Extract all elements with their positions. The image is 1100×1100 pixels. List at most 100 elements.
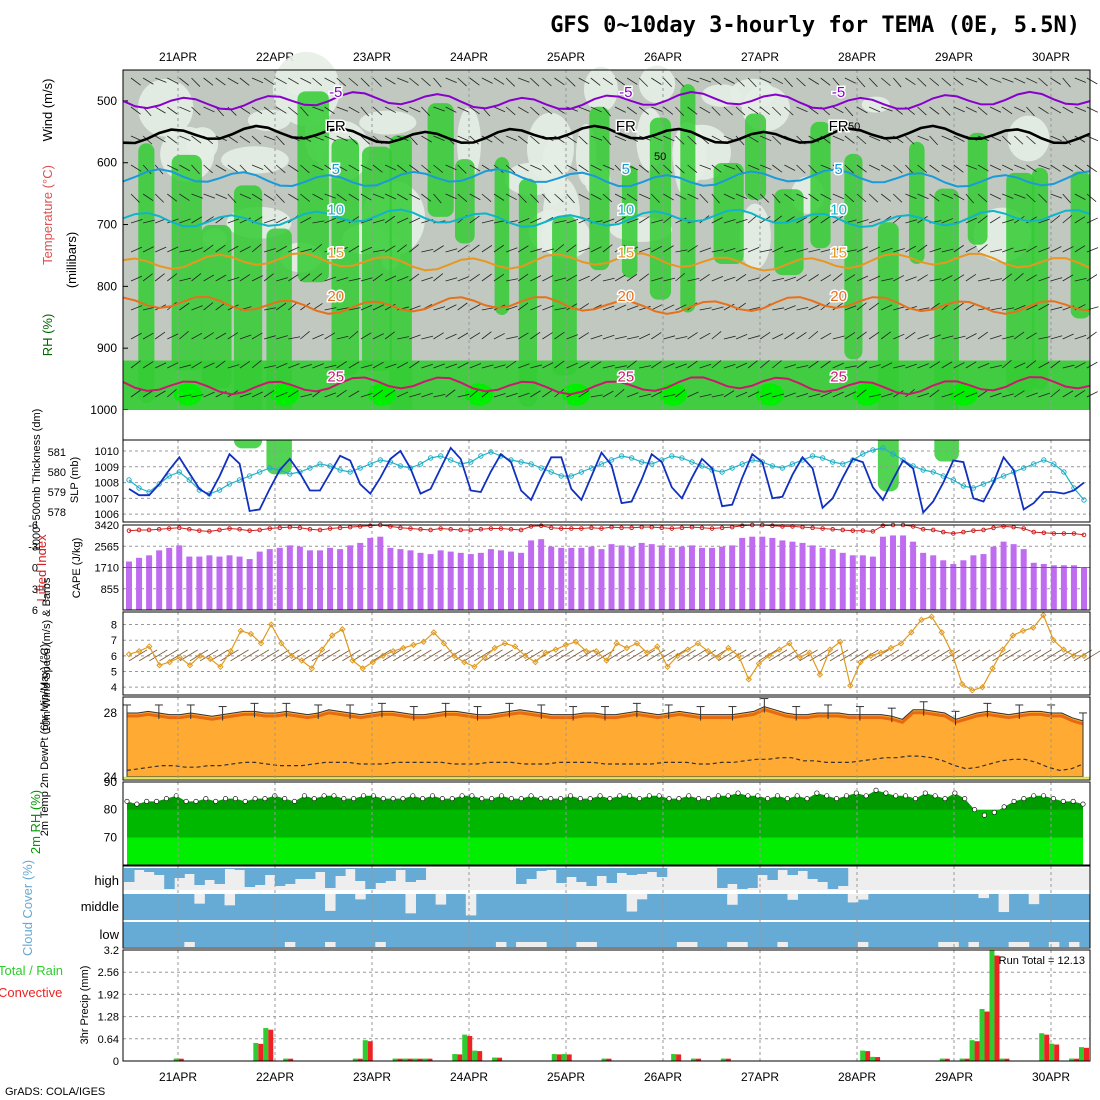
wind-barb [324,77,336,84]
wind-barb [868,106,881,113]
wind-barb [1014,272,1024,282]
wind-speed-point [491,644,498,652]
precip-rain-bar [1079,1047,1084,1061]
wind-barb [850,649,869,662]
wind-barb [506,336,518,340]
wind-barb [675,135,685,145]
wind-speed-point [369,658,377,666]
wind-speed-point [461,658,468,666]
cloud-row-label: high [94,873,119,888]
rh2m-point [163,796,169,802]
wind-barb [1086,135,1099,142]
wind-barb [530,77,540,87]
wind-barb [203,244,214,253]
wind-speed-point [349,657,356,664]
wind-barb [542,248,555,253]
wind-barb [808,164,818,174]
wind-barb [530,164,542,171]
precip-rain-bar [492,1057,498,1061]
precip-rain-bar [959,1058,965,1061]
wind-barb [566,164,578,172]
thickness-point [809,453,816,459]
wind-speed-point [156,662,163,669]
wind-barb [856,135,867,145]
wind-barb [832,193,844,200]
wind-speed-point [186,662,194,669]
wind-barb [191,273,202,282]
wind-barb [1050,77,1061,85]
wind-barb [578,390,590,398]
wind-barb [965,274,977,282]
rh2m-point [154,798,160,804]
precip-convective-bar [288,1058,294,1061]
rh2m-point [262,796,268,802]
contour-label: FR [829,118,849,135]
wind-barb [808,304,820,311]
cloud-middle-gap [727,894,738,905]
thickness-point [437,453,444,459]
cloud-middle-gap [435,894,447,905]
thickness-point [699,463,705,469]
wind-barb [687,106,698,115]
rh2m-point [410,793,416,799]
wind-speed-point [400,644,407,652]
cape-bar [618,545,625,610]
wind-barb [179,249,192,253]
wind-barb [1026,77,1038,84]
wind-barb [699,77,712,83]
cape-bar [709,547,716,610]
rh2m-point [1070,798,1076,804]
wind-barb [421,363,433,369]
wind-barb [469,106,480,115]
li-point [488,526,494,531]
wind-barb [481,219,494,224]
precip-convective-bar [178,1058,184,1061]
wind-barb [530,275,542,282]
slp-label: SLP (mb) [69,457,81,503]
bottom-date-axis: 21APR 22APR 23APR 24APR 25APR 26APR 27APR 28APR… [159,1070,1070,1084]
thickness-point [1051,461,1057,467]
wind-barb [142,361,154,369]
cape-bar [910,541,917,610]
slp-tick-label: 1009 [95,462,119,474]
wind-barb [953,302,964,311]
cloud-high-bar [566,868,577,877]
rh-bright-spot [271,383,299,406]
wind-barb [312,244,323,253]
wind-barb [614,335,627,340]
li-point [599,526,604,531]
wind-barb [941,649,960,662]
li-point [850,528,856,533]
wind-barb [905,331,916,340]
precip-rain-bar [1069,1058,1075,1061]
cloud-low-gap [375,942,386,947]
contour-label: 25 [327,368,344,385]
cloud-low-gap [938,942,949,947]
rh-green-column [171,154,202,371]
wind-barb [1038,247,1050,253]
cape-bar [839,552,846,610]
wind-barb [240,649,259,662]
wind-barb [856,246,868,253]
thickness-point [729,465,735,471]
wind-barb [699,393,712,398]
rh2m-point [715,793,721,799]
wind-barb [384,363,397,369]
rh-light-patch [526,112,574,184]
wind-barb [130,305,143,311]
li-point [870,529,876,534]
wind-barb [1038,193,1048,203]
cape-tick-label: 855 [101,584,119,596]
wind-barb [493,106,506,113]
wind-barb [675,106,685,117]
wind-barb [263,106,274,115]
wind-barb [288,363,300,369]
wind-barb [336,389,347,398]
wind-barb [1062,106,1074,114]
thickness-point [1020,465,1027,471]
rh2m-tick-label: 80 [104,803,118,817]
wind-barb [227,77,239,85]
rh2m-point [430,793,436,799]
wind-barb [784,332,795,340]
